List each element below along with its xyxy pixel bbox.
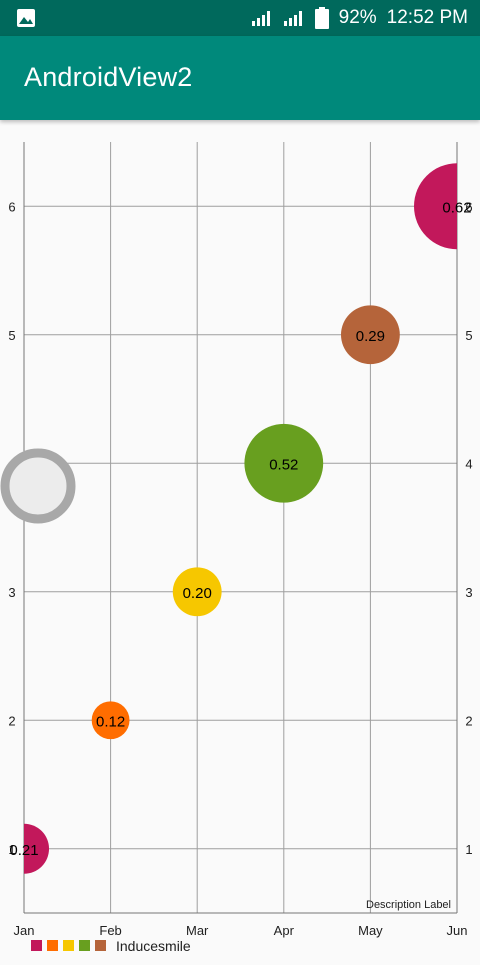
touch-indicator (0, 448, 76, 524)
app-title: AndroidView2 (24, 62, 193, 92)
bubble-point (414, 163, 457, 250)
app-bar: AndroidView2 (0, 36, 480, 120)
description-label: Description Label (366, 899, 451, 911)
bubble-value-label: 0.12 (96, 713, 125, 730)
bubble-point (24, 823, 50, 874)
y-tick-label-left: 6 (8, 199, 15, 214)
bubble-value-label: 0.20 (183, 585, 212, 602)
bubble-chart-svg[interactable]: 112233445566JanFebMarAprMayJun0.210.120.… (0, 120, 480, 960)
status-bar: 92% 12:52 PM (0, 0, 480, 36)
y-tick-label-left: 5 (8, 328, 15, 343)
bubble-point (340, 305, 400, 365)
legend-swatch (95, 940, 106, 951)
battery-percent: 92% (338, 7, 377, 28)
y-tick-label-left: 2 (8, 713, 15, 728)
y-tick-label-right: 3 (465, 585, 472, 600)
x-tick-label: Apr (274, 923, 295, 938)
y-tick-label-right: 4 (465, 456, 472, 471)
bubble-chart[interactable]: 112233445566JanFebMarAprMayJun0.210.120.… (0, 120, 480, 960)
bubble-point (172, 567, 222, 617)
bubble-value-label: 0.62 (442, 199, 471, 216)
y-tick-label-left: 1 (8, 842, 15, 857)
x-tick-label: Feb (99, 923, 121, 938)
y-tick-label-right: 1 (465, 842, 472, 857)
battery-icon (314, 7, 329, 29)
legend-swatch (79, 940, 90, 951)
bubble-value-label: 0.21 (9, 842, 38, 859)
x-tick-label: May (358, 923, 383, 938)
y-tick-label-right: 2 (465, 713, 472, 728)
bubble-point (91, 701, 130, 740)
legend-swatch (63, 940, 74, 951)
x-tick-label: Jan (14, 923, 35, 938)
x-tick-label: Mar (186, 923, 209, 938)
bubble-point (244, 423, 324, 503)
bubble-value-label: 0.29 (356, 328, 385, 345)
x-tick-label: Jun (447, 923, 468, 938)
y-tick-label-left: 3 (8, 585, 15, 600)
bubble-value-label: 0.52 (269, 456, 298, 473)
legend-swatch (31, 940, 42, 951)
cell-signal-icon (283, 11, 302, 26)
y-tick-label-right: 6 (465, 199, 472, 214)
clock: 12:52 PM (386, 7, 468, 28)
status-icons: 92% 12:52 PM (251, 0, 468, 36)
y-tick-label-right: 5 (465, 328, 472, 343)
legend-swatch (47, 940, 58, 951)
wifi-signal-icon (251, 11, 270, 26)
image-icon (17, 9, 35, 27)
legend-label: Inducesmile (116, 938, 191, 954)
